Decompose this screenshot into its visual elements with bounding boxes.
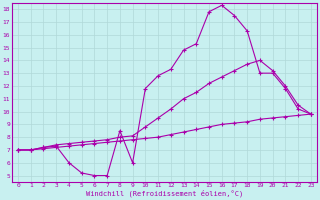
X-axis label: Windchill (Refroidissement éolien,°C): Windchill (Refroidissement éolien,°C) [86, 190, 243, 197]
